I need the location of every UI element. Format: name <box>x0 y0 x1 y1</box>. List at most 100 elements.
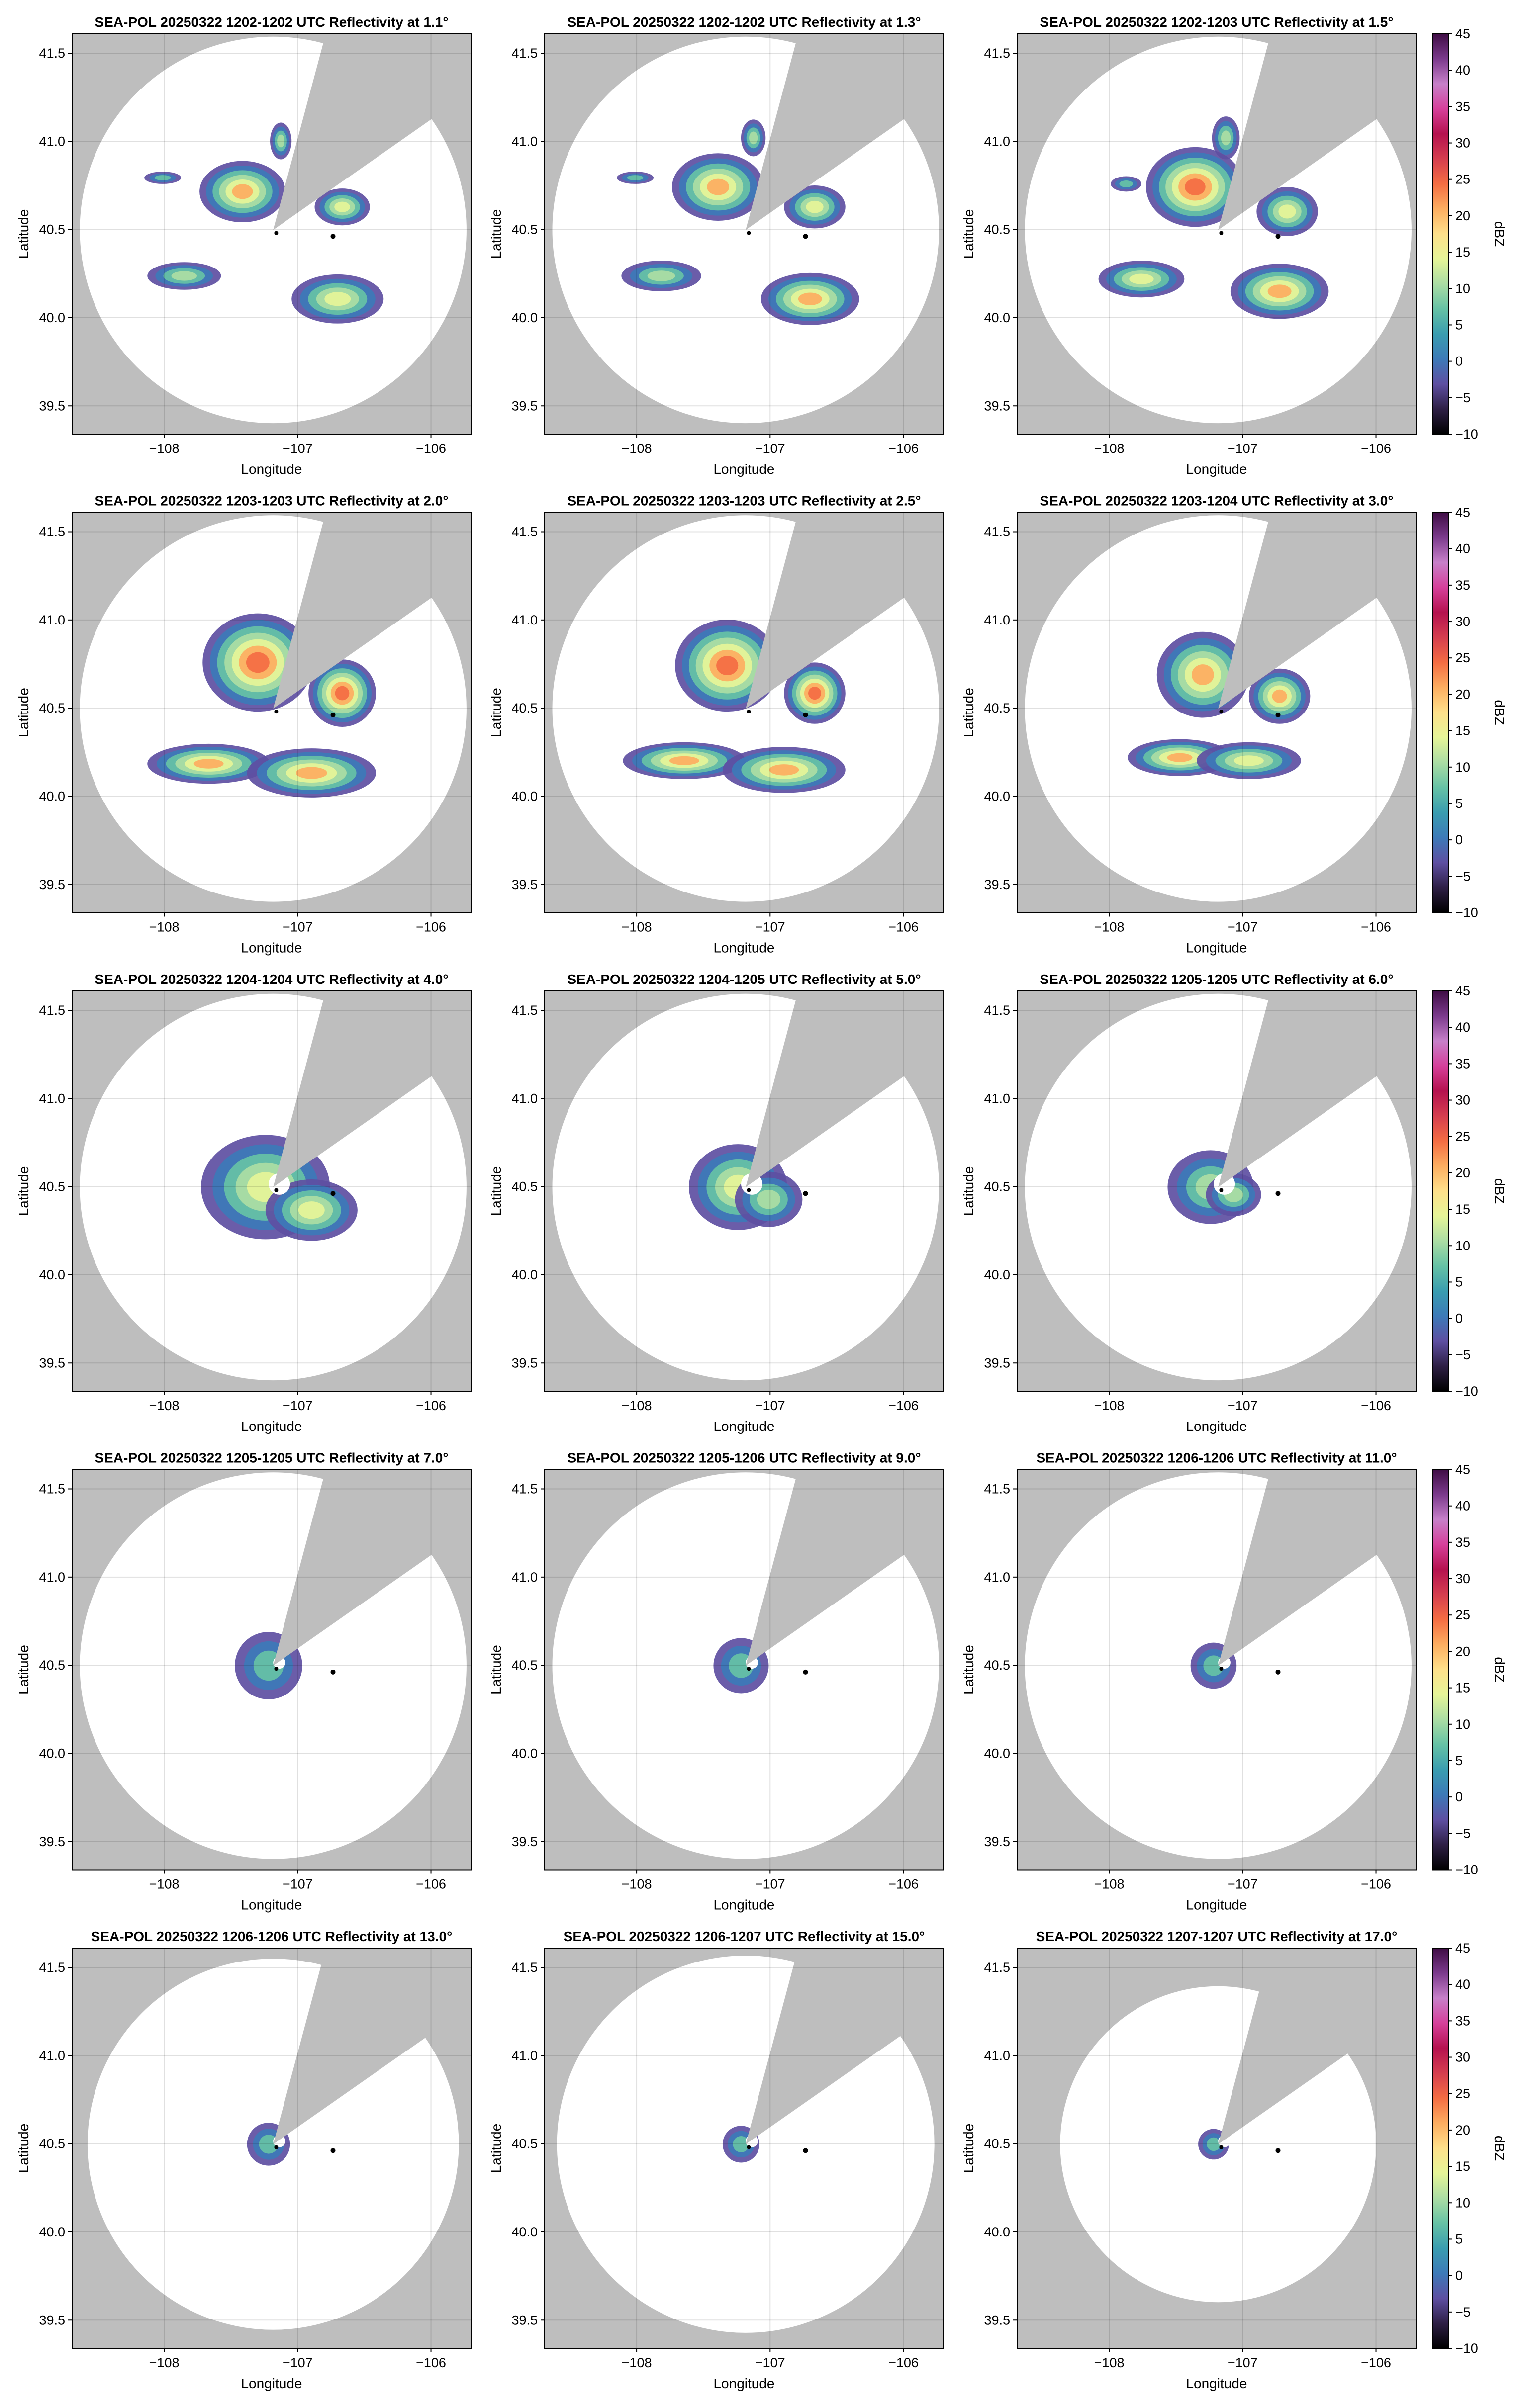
x-tick-label: −108 <box>622 920 652 935</box>
y-tick-label: 40.0 <box>39 789 65 803</box>
x-tick-label: −108 <box>149 441 180 456</box>
y-tick-label: 40.0 <box>984 310 1010 325</box>
x-tick-label: −107 <box>1228 441 1258 456</box>
plot-area <box>72 34 471 434</box>
radar-marker <box>747 710 751 714</box>
x-tick-label: −106 <box>1361 920 1391 935</box>
plot-area <box>1017 991 1416 1391</box>
colorbar-tick-label: 5 <box>1455 317 1463 332</box>
panel: −108 −107 −106 39.5 40.0 40.5 41.0 41.5 SEA-POL … <box>488 493 944 956</box>
site-marker <box>330 234 336 239</box>
plot-area <box>545 34 944 434</box>
plot-area <box>72 991 471 1391</box>
x-tick-label: −107 <box>755 441 785 456</box>
radar-marker <box>747 1667 751 1671</box>
y-tick-label: 40.0 <box>39 1267 65 1282</box>
radar-marker <box>274 2145 279 2149</box>
echo-region <box>627 175 644 181</box>
echo-region <box>1191 664 1214 686</box>
colorbar <box>1432 1469 1449 1871</box>
panel: −108 −107 −106 39.5 40.0 40.5 41.0 41.5 SEA-POL … <box>16 1929 472 2391</box>
echo-region <box>246 652 270 673</box>
colorbar <box>1432 33 1449 435</box>
y-tick-label: 41.5 <box>39 1960 65 1975</box>
echo-region <box>1278 204 1296 219</box>
colorbar-label: dBZ <box>1492 221 1507 247</box>
y-tick-label: 41.0 <box>39 2048 65 2063</box>
radar-marker <box>274 1188 279 1192</box>
x-axis-label: Longitude <box>1186 2376 1247 2391</box>
blocked-sector <box>273 1469 471 1666</box>
colorbar-tick-label: 20 <box>1455 208 1470 223</box>
echo-region <box>154 175 171 181</box>
colorbar-tick-label: 10 <box>1455 281 1470 296</box>
panel-title: SEA-POL 20250322 1205-1205 UTC Reflectiv… <box>1040 972 1393 987</box>
echo-region <box>749 131 758 145</box>
y-tick-label: 41.5 <box>984 525 1010 539</box>
site-marker <box>330 1191 336 1196</box>
blocked-sector <box>746 991 944 1187</box>
y-tick-label: 40.5 <box>39 1658 65 1673</box>
colorbar-tick-label: 10 <box>1455 1238 1470 1253</box>
radar-marker <box>1219 1188 1224 1192</box>
colorbar <box>1432 990 1449 1392</box>
site-marker <box>1275 1191 1281 1196</box>
axes-frame <box>72 1948 472 2349</box>
colorbar-tick-label: 25 <box>1455 650 1470 665</box>
echo-region <box>798 292 822 305</box>
echo-region <box>1221 130 1231 146</box>
y-tick-label: 39.5 <box>984 1355 1010 1370</box>
x-tick-label: −107 <box>283 920 313 935</box>
colorbar-label: dBZ <box>1492 1657 1507 1682</box>
y-axis-label: Latitude <box>488 1645 504 1695</box>
echo-region <box>769 764 799 776</box>
colorbar-tick-label: 0 <box>1455 2268 1463 2283</box>
y-tick-label: 41.5 <box>984 1482 1010 1497</box>
axes-frame <box>544 990 944 1392</box>
panel-title: SEA-POL 20250322 1202-1202 UTC Reflectiv… <box>95 14 448 30</box>
x-tick-label: −107 <box>283 1877 313 1892</box>
y-axis-label: Latitude <box>961 2124 976 2173</box>
colorbar-tick-label: 15 <box>1455 1681 1470 1695</box>
x-tick-label: −106 <box>1361 2355 1391 2370</box>
x-tick-label: −106 <box>416 2355 446 2370</box>
echo-region <box>1167 753 1193 762</box>
echo-region <box>1267 284 1292 298</box>
y-tick-label: 40.0 <box>39 1746 65 1761</box>
y-tick-label: 39.5 <box>984 877 1010 892</box>
panel: −108 −107 −106 39.5 40.0 40.5 41.0 41.5 SEA-POL … <box>16 14 472 477</box>
blocked-sector <box>746 34 944 230</box>
y-tick-label: 40.5 <box>511 1179 538 1194</box>
y-tick-label: 40.5 <box>511 2137 538 2151</box>
y-tick-label: 40.5 <box>984 222 1010 237</box>
site-marker <box>1275 1669 1281 1675</box>
x-tick-label: −108 <box>1094 1398 1125 1413</box>
y-tick-label: 41.0 <box>984 134 1010 149</box>
y-axis-label: Latitude <box>961 1645 976 1695</box>
x-axis-label: Longitude <box>241 1897 302 1913</box>
plot-area <box>545 991 944 1391</box>
x-tick-label: −108 <box>622 1877 652 1892</box>
blocked-sector <box>1218 991 1416 1187</box>
y-tick-label: 40.0 <box>984 1746 1010 1761</box>
y-tick-label: 41.0 <box>511 613 538 627</box>
colorbar-tick-label: 5 <box>1455 1753 1463 1768</box>
y-tick-label: 39.5 <box>984 1834 1010 1849</box>
x-tick-label: −107 <box>755 1398 785 1413</box>
y-tick-label: 41.5 <box>39 1003 65 1018</box>
blocked-sector <box>746 512 944 709</box>
panel-title: SEA-POL 20250322 1202-1202 UTC Reflectiv… <box>567 14 921 30</box>
x-tick-label: −107 <box>755 920 785 935</box>
panel-title: SEA-POL 20250322 1207-1207 UTC Reflectiv… <box>1036 1929 1398 1944</box>
x-tick-label: −106 <box>888 920 919 935</box>
x-axis-label: Longitude <box>713 1897 774 1913</box>
radar-marker <box>747 2145 751 2149</box>
x-axis-label: Longitude <box>1186 940 1247 956</box>
y-tick-label: 41.0 <box>511 1570 538 1585</box>
panel-title: SEA-POL 20250322 1204-1205 UTC Reflectiv… <box>567 972 921 987</box>
x-tick-label: −108 <box>622 2355 652 2370</box>
echo-region <box>334 201 350 212</box>
x-axis-label: Longitude <box>1186 1897 1247 1913</box>
y-tick-label: 41.5 <box>511 1482 538 1497</box>
colorbar-tick-label: 35 <box>1455 1535 1470 1550</box>
